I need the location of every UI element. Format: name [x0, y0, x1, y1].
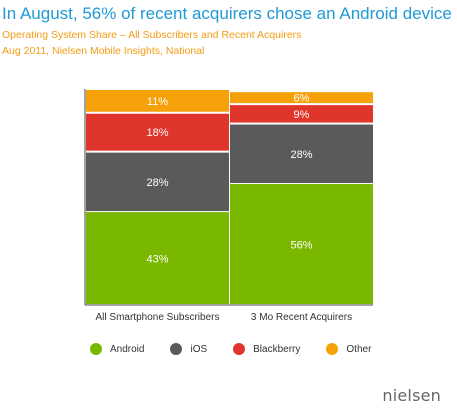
bar-segment-blackberry-1: [86, 113, 229, 151]
bar-segment-ios-1: [86, 152, 229, 212]
bar-segment-android-2: [230, 184, 373, 304]
data-label-ios-1: 28%: [146, 177, 168, 189]
legend-swatch-ios: [170, 343, 183, 355]
bar-segment-blackberry-2: [230, 105, 373, 123]
stacked-bar-chart: 43% 28% 18% 11% All Smartphone Subscribers 56…: [84, 89, 373, 323]
data-label-android-1: 43%: [146, 254, 168, 266]
legend-label-android: Android: [110, 343, 145, 355]
category-label-2: 3 Mo Recent Acquirers: [251, 312, 352, 323]
legend-swatch-other: [326, 343, 339, 355]
legend-item-ios: iOS: [170, 343, 207, 355]
legend-item-other: Other: [326, 343, 371, 355]
nielsen-logo: nielsen: [382, 386, 441, 405]
data-label-other-1: 11%: [147, 96, 168, 108]
bar-segment-android-1: [86, 212, 229, 304]
bar-segment-other-1: [86, 90, 229, 112]
bar-segment-other-2: [230, 92, 373, 104]
chart-legend: Android iOS Blackberry Other: [90, 343, 397, 355]
bar-segment-ios-2: [230, 124, 373, 184]
legend-label-ios: iOS: [190, 343, 208, 355]
chart-source-note: Aug 2011, Nielsen Mobile Insights, Natio…: [2, 45, 205, 57]
data-label-other-2: 6%: [294, 93, 310, 105]
legend-swatch-blackberry: [233, 343, 246, 355]
legend-item-blackberry: Blackberry: [233, 343, 300, 355]
legend-label-blackberry: Blackberry: [253, 343, 301, 355]
data-label-android-2: 56%: [290, 240, 312, 252]
chart-title: In August, 56% of recent acquirers chose…: [2, 4, 452, 23]
category-label-1: All Smartphone Subscribers: [96, 312, 220, 323]
data-label-ios-2: 28%: [290, 149, 312, 161]
legend-item-android: Android: [90, 343, 144, 355]
data-label-blackberry-1: 18%: [146, 127, 168, 139]
data-label-blackberry-2: 9%: [294, 109, 310, 121]
chart-subtitle: Operating System Share – All Subscribers…: [2, 29, 302, 41]
logo-text: nielsen: [382, 386, 441, 405]
legend-label-other: Other: [346, 343, 372, 355]
legend-swatch-android: [90, 343, 102, 355]
